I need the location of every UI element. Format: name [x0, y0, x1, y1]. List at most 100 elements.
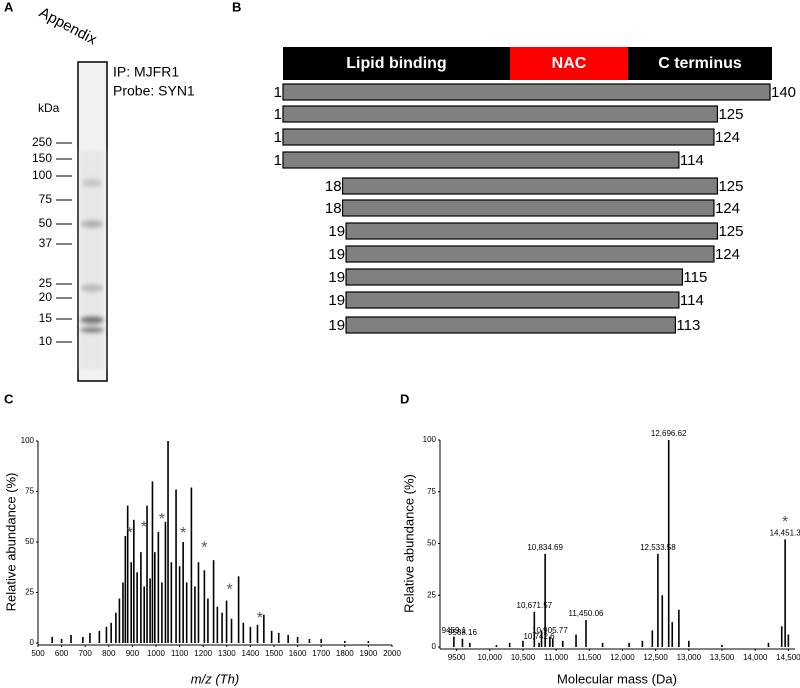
panel-letter: B	[232, 0, 241, 14]
fragment-end: 140	[771, 84, 796, 101]
panel-letter: A	[4, 0, 14, 14]
fragment-end: 125	[718, 178, 743, 195]
domain-label: C terminus	[658, 55, 742, 72]
y-axis-title: Relative abundance (%)	[3, 473, 18, 612]
peak-label: 10,905.77	[532, 626, 568, 635]
fragments: 1 140 1 125 1 124 1 114 18 125 18 124 19 125 19 124 19 11…	[274, 83, 796, 334]
x-tick-label: 1600	[289, 649, 307, 658]
x-tick-label: 900	[126, 649, 140, 658]
x-tick-label: 9500	[448, 653, 466, 662]
fragment-start: 1	[274, 152, 282, 169]
ladder-label: 250	[32, 135, 52, 149]
x-tick-label: 800	[102, 649, 116, 658]
ladder-label: 25	[39, 276, 53, 290]
probe-label: Probe: SYN1	[113, 83, 195, 99]
peak-label: 14,451.3	[770, 528, 800, 537]
fragment-bar	[345, 268, 684, 286]
fragment-start: 1	[274, 84, 282, 101]
fragment-start: 1	[274, 106, 282, 123]
y-axis-title: Relative abundance (%)	[401, 474, 416, 613]
x-tick-label: 12,500	[643, 653, 668, 662]
fragment-start: 18	[325, 200, 342, 217]
ladder-label: 10	[39, 334, 53, 348]
x-tick-label: 1000	[147, 649, 165, 658]
x-tick-label: 2000	[383, 649, 401, 658]
y-tick-label: 0	[30, 638, 35, 647]
domain-label: NAC	[552, 55, 587, 72]
x-tick-label: 11,000	[544, 653, 568, 662]
fragment-end: 125	[718, 223, 743, 240]
x-tick-label: 500	[31, 649, 45, 658]
x-tick-label: 1700	[312, 649, 330, 658]
ladder-label: 100	[32, 168, 52, 182]
annotation: *	[141, 519, 147, 536]
domain	[628, 47, 772, 80]
fragment-bar	[341, 177, 719, 195]
y-tick-label: 50	[25, 537, 34, 546]
annotation: *	[782, 514, 788, 531]
ladder-label: 37	[39, 236, 53, 250]
x-tick-label: 1800	[336, 649, 354, 658]
fragment-end: 113	[676, 317, 700, 334]
x-tick-label: 1900	[360, 649, 378, 658]
peak-label: 11,450.06	[568, 609, 604, 618]
fragment-bar	[345, 222, 719, 240]
fragment-end: 124	[715, 246, 740, 263]
peak-label: 9588.16	[448, 628, 477, 637]
fragment-end: 114	[680, 292, 704, 309]
blot-bands	[80, 150, 105, 370]
domain	[510, 47, 628, 80]
peak-label: 10,742.6	[523, 632, 555, 641]
annotation: *	[180, 525, 186, 542]
y-tick-label: 50	[427, 539, 436, 548]
x-tick-label: 700	[79, 649, 93, 658]
fragment-bar	[282, 105, 719, 123]
y-tick-label: 100	[21, 436, 35, 445]
x-tick-label: 1100	[171, 649, 189, 658]
fragment-bar	[345, 291, 680, 309]
x-axis-title: m/z (Th)	[191, 671, 239, 686]
x-tick-label: 1500	[265, 649, 283, 658]
y-tick-label: 75	[427, 487, 436, 496]
domain	[283, 47, 510, 80]
x-tick-label: 13,000	[677, 653, 702, 662]
fragment-bar	[345, 245, 715, 263]
ladder-label: 50	[39, 216, 53, 230]
x-tick-label: 1200	[194, 649, 212, 658]
annotation: *	[159, 511, 165, 528]
peak-label: 9459.1	[442, 626, 467, 635]
ip-label: IP: MJFR1	[113, 64, 179, 80]
annotation: *	[201, 539, 207, 556]
fragment-end: 124	[715, 200, 740, 217]
ladder-label: 150	[32, 151, 52, 165]
x-tick-label: 12,000	[610, 653, 635, 662]
y-tick-label: 25	[427, 590, 436, 599]
fragment-end: 114	[680, 152, 704, 169]
fragment-bar	[282, 128, 715, 146]
x-tick-label: 11,500	[577, 653, 601, 662]
x-tick-label: 10,500	[511, 653, 536, 662]
annotation: *	[227, 582, 233, 599]
x-tick-label: 10,000	[478, 653, 503, 662]
fragment-bar	[282, 83, 771, 101]
x-tick-label: 13,500	[710, 653, 735, 662]
fragment-start: 19	[328, 246, 345, 263]
peak-label: 10,671.57	[517, 601, 553, 610]
fragment-start: 19	[328, 292, 345, 309]
domain-bar: Lipid binding NAC C terminus	[283, 47, 772, 80]
x-tick-label: 600	[55, 649, 69, 658]
y-tick-label: 0	[432, 642, 437, 651]
fragment-start: 19	[328, 223, 345, 240]
fragment-end: 115	[683, 269, 707, 286]
ladder-label: 75	[39, 192, 53, 206]
y-tick-label: 100	[423, 435, 437, 444]
x-tick-label: 1300	[218, 649, 236, 658]
fragment-bar	[282, 151, 680, 169]
ladder-label: 15	[39, 311, 53, 325]
fragment-bar	[345, 316, 677, 334]
annotation: *	[257, 610, 263, 627]
